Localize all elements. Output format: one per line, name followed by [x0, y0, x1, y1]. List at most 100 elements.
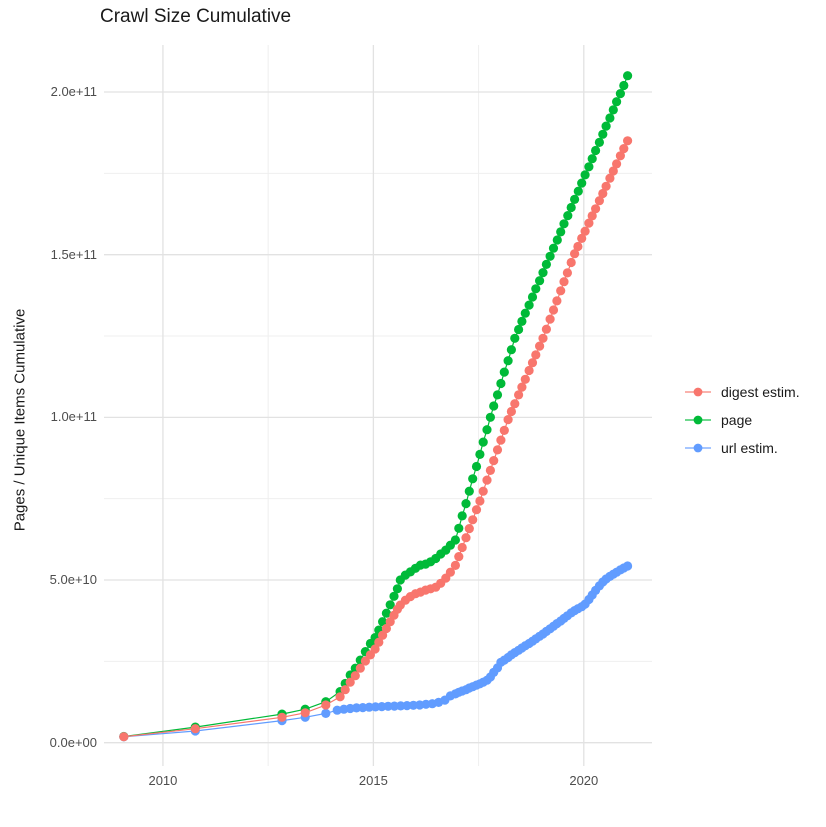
data-point [563, 211, 573, 221]
series-points-digest-estim [119, 136, 633, 742]
data-point [468, 515, 478, 525]
data-point [489, 456, 499, 466]
data-point [556, 286, 566, 296]
data-point [605, 113, 615, 123]
data-point [587, 154, 597, 164]
data-point [492, 390, 503, 400]
data-point [594, 196, 605, 206]
data-point [598, 129, 608, 139]
data-point [350, 671, 360, 681]
data-point [340, 685, 350, 695]
data-point [517, 316, 527, 326]
legend-key-dot [693, 443, 703, 453]
data-point [510, 333, 520, 343]
data-point [471, 505, 482, 515]
data-point [468, 474, 478, 484]
x-tick-label: 2010 [148, 773, 178, 788]
data-point [506, 345, 516, 355]
data-point [584, 162, 594, 172]
data-point [355, 663, 365, 673]
data-point [612, 97, 622, 107]
data-point [541, 259, 552, 269]
data-point [478, 437, 488, 447]
data-point [517, 382, 527, 392]
data-point [570, 194, 580, 204]
data-point [300, 708, 310, 718]
data-point [499, 425, 509, 435]
data-point [321, 708, 331, 719]
data-point [464, 486, 474, 496]
data-point [381, 623, 391, 634]
data-point [277, 712, 287, 722]
data-point [475, 449, 485, 459]
data-point [566, 257, 576, 268]
data-point [496, 378, 506, 389]
data-point [360, 656, 370, 666]
data-point [577, 178, 587, 188]
data-point [570, 249, 580, 259]
data-point [601, 181, 611, 191]
legend-item-page: page [684, 406, 800, 434]
data-point [619, 144, 629, 154]
data-point [119, 732, 129, 742]
y-tick-label: 1.0e+11 [50, 409, 97, 425]
data-point [535, 276, 545, 286]
data-point [524, 365, 534, 376]
data-point [548, 305, 559, 315]
data-point [623, 561, 633, 571]
data-point [335, 692, 345, 702]
data-point [601, 121, 611, 131]
data-point [496, 435, 506, 445]
data-point [389, 591, 399, 601]
data-point [482, 475, 492, 485]
legend-label: digest estim. [721, 384, 800, 400]
data-point [457, 511, 467, 521]
data-point [594, 137, 605, 147]
data-point [531, 284, 541, 294]
legend-key-icon [685, 387, 711, 397]
data-point [503, 356, 513, 366]
data-point [566, 202, 576, 213]
data-point [524, 300, 534, 310]
data-point [573, 241, 583, 252]
data-point [461, 499, 471, 509]
data-point [454, 552, 464, 562]
data-point [598, 188, 608, 199]
data-point [562, 268, 573, 278]
data-point [531, 350, 541, 360]
legend-key-dot [693, 415, 703, 425]
data-point [374, 637, 384, 647]
data-point [506, 406, 516, 417]
data-point [619, 80, 629, 91]
data-point [527, 358, 538, 368]
data-point [584, 218, 594, 228]
data-point [450, 560, 460, 571]
data-point [457, 542, 467, 553]
data-point [615, 151, 626, 161]
legend-key-dot [693, 387, 703, 397]
data-point [478, 486, 488, 496]
data-point [608, 105, 618, 115]
data-point [580, 226, 590, 236]
data-point [514, 324, 524, 335]
data-point [485, 412, 495, 422]
data-point [527, 292, 538, 302]
data-point [370, 644, 380, 654]
data-point [321, 700, 331, 710]
data-point [623, 71, 633, 81]
data-point [520, 374, 530, 384]
data-point [510, 399, 520, 409]
data-point [577, 233, 587, 243]
data-point [615, 89, 626, 99]
data-point [461, 533, 471, 543]
y-tick-label: 0.0e+00 [49, 734, 97, 750]
data-point [499, 367, 509, 377]
data-point [591, 204, 601, 214]
data-point [556, 227, 566, 237]
data-point [378, 617, 388, 627]
data-point [538, 333, 548, 343]
data-point [345, 677, 355, 687]
data-point [381, 608, 391, 618]
